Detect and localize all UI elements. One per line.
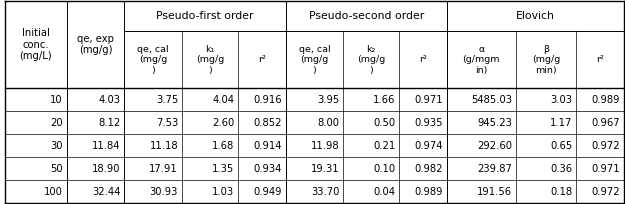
Text: 5485.03: 5485.03 — [471, 95, 512, 105]
Text: 30: 30 — [51, 141, 63, 151]
Text: 1.17: 1.17 — [550, 118, 572, 128]
Text: 30.93: 30.93 — [149, 186, 178, 196]
Text: r²: r² — [419, 55, 427, 64]
Text: qe, cal
(mg/g
): qe, cal (mg/g ) — [138, 45, 169, 75]
Text: 945.23: 945.23 — [477, 118, 512, 128]
Text: 8.12: 8.12 — [98, 118, 121, 128]
Text: r²: r² — [258, 55, 266, 64]
Text: 10: 10 — [51, 95, 63, 105]
Text: 0.989: 0.989 — [591, 95, 620, 105]
Text: 1.35: 1.35 — [212, 164, 234, 174]
Text: 292.60: 292.60 — [477, 141, 512, 151]
Text: β
(mg/g
min): β (mg/g min) — [532, 45, 560, 75]
Text: 0.916: 0.916 — [253, 95, 282, 105]
Text: 1.03: 1.03 — [212, 186, 234, 196]
Text: 0.971: 0.971 — [414, 95, 443, 105]
Text: 0.10: 0.10 — [373, 164, 396, 174]
Text: qe, cal
(mg/g
): qe, cal (mg/g ) — [299, 45, 330, 75]
Text: r²: r² — [596, 55, 604, 64]
Text: 3.03: 3.03 — [550, 95, 572, 105]
Text: 0.18: 0.18 — [550, 186, 572, 196]
Text: Elovich: Elovich — [516, 11, 555, 21]
Text: 7.53: 7.53 — [156, 118, 178, 128]
Text: 4.03: 4.03 — [99, 95, 121, 105]
Text: 239.87: 239.87 — [477, 164, 512, 174]
Text: 18.90: 18.90 — [92, 164, 121, 174]
Text: k₂
(mg/g
): k₂ (mg/g ) — [357, 45, 386, 75]
Text: 191.56: 191.56 — [477, 186, 512, 196]
Text: 0.852: 0.852 — [253, 118, 282, 128]
Text: 100: 100 — [44, 186, 63, 196]
Text: Pseudo-first order: Pseudo-first order — [156, 11, 254, 21]
Text: 1.68: 1.68 — [212, 141, 234, 151]
Text: 3.95: 3.95 — [317, 95, 339, 105]
Text: 19.31: 19.31 — [311, 164, 339, 174]
Text: 4.04: 4.04 — [212, 95, 234, 105]
Text: 8.00: 8.00 — [318, 118, 339, 128]
Text: 0.972: 0.972 — [591, 186, 620, 196]
Text: 11.84: 11.84 — [92, 141, 121, 151]
Text: 11.98: 11.98 — [311, 141, 339, 151]
Text: qe, exp
(mg/g): qe, exp (mg/g) — [77, 34, 114, 55]
Text: 0.914: 0.914 — [253, 141, 282, 151]
Text: α
(g/mgm
in): α (g/mgm in) — [462, 45, 500, 75]
Text: 0.21: 0.21 — [373, 141, 396, 151]
Text: 0.967: 0.967 — [591, 118, 620, 128]
Text: 0.36: 0.36 — [550, 164, 572, 174]
Text: k₁
(mg/g
): k₁ (mg/g ) — [196, 45, 224, 75]
Text: 33.70: 33.70 — [311, 186, 339, 196]
Text: Initial
conc.
(mg/L): Initial conc. (mg/L) — [19, 28, 52, 61]
Text: 0.989: 0.989 — [415, 186, 443, 196]
Text: 50: 50 — [51, 164, 63, 174]
Text: 0.935: 0.935 — [415, 118, 443, 128]
Text: 0.972: 0.972 — [591, 141, 620, 151]
Text: 1.66: 1.66 — [373, 95, 396, 105]
Text: 0.971: 0.971 — [591, 164, 620, 174]
Text: 0.949: 0.949 — [253, 186, 282, 196]
Text: 0.65: 0.65 — [550, 141, 572, 151]
Text: 11.18: 11.18 — [149, 141, 178, 151]
Text: 0.50: 0.50 — [373, 118, 396, 128]
Text: 0.982: 0.982 — [415, 164, 443, 174]
Text: 0.04: 0.04 — [374, 186, 396, 196]
Text: 0.974: 0.974 — [415, 141, 443, 151]
Text: 3.75: 3.75 — [156, 95, 178, 105]
Text: Pseudo-second order: Pseudo-second order — [309, 11, 424, 21]
Text: 20: 20 — [51, 118, 63, 128]
Text: 32.44: 32.44 — [92, 186, 121, 196]
Text: 17.91: 17.91 — [149, 164, 178, 174]
Text: 0.934: 0.934 — [254, 164, 282, 174]
Text: 2.60: 2.60 — [212, 118, 234, 128]
